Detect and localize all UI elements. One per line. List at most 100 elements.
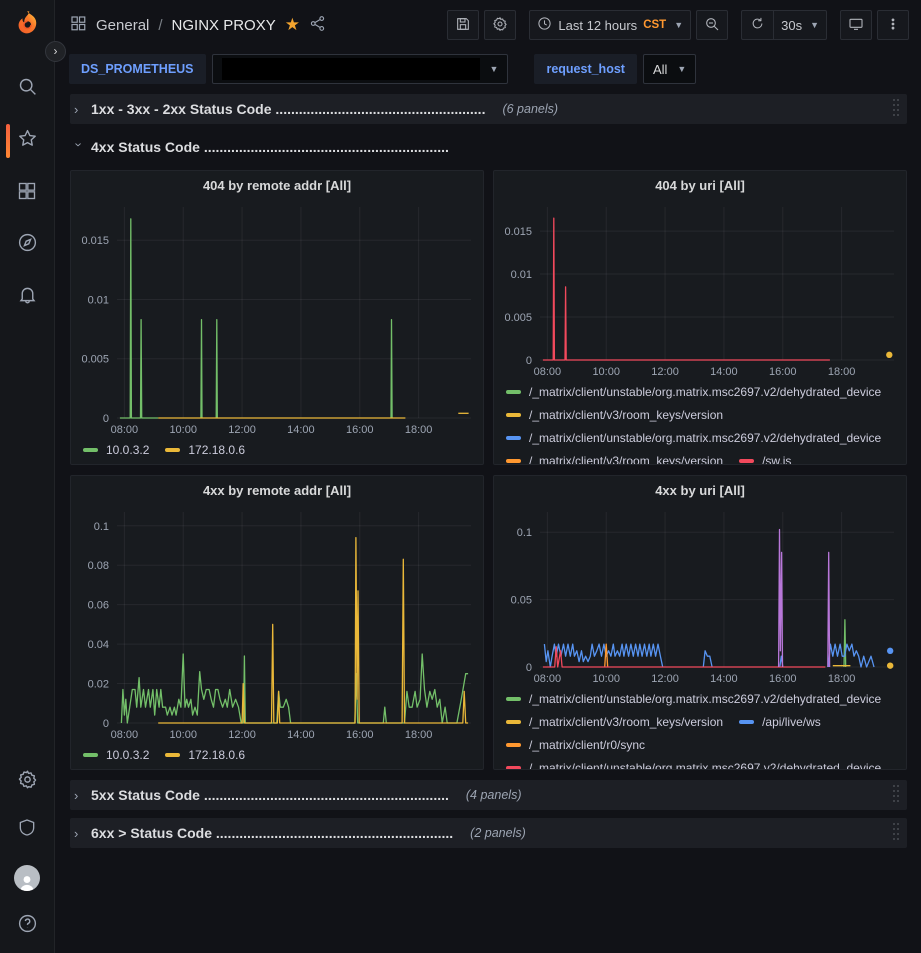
svg-text:0.1: 0.1 — [94, 521, 109, 533]
legend-item[interactable]: /_matrix/client/unstable/org.matrix.msc2… — [506, 428, 881, 448]
legend-series-name: /api/live/ws — [762, 715, 821, 729]
save-button[interactable] — [447, 10, 480, 40]
favorite-star-icon[interactable]: ★ — [284, 15, 300, 34]
svg-text:14:00: 14:00 — [710, 366, 738, 378]
legend-item[interactable]: /_matrix/client/v3/room_keys/version — [506, 405, 723, 425]
clock-icon — [537, 16, 552, 34]
sidebar-item-settings[interactable] — [0, 769, 54, 795]
svg-text:0: 0 — [526, 355, 532, 367]
legend-item[interactable]: /_matrix/client/r0/sync — [506, 735, 645, 755]
legend-series-color — [506, 743, 521, 747]
legend-item[interactable]: /_matrix/client/unstable/org.matrix.msc2… — [506, 758, 881, 769]
dashboards-icon — [17, 181, 37, 206]
sidebar-expand-button[interactable]: › — [45, 41, 66, 62]
legend-series-name: 10.0.3.2 — [106, 748, 150, 762]
grafana-logo[interactable] — [0, 10, 54, 36]
row-header-1xx[interactable]: › 1xx - 3xx - 2xx Status Code ..........… — [70, 94, 907, 124]
row-header-6xx[interactable]: › 6xx > Status Code ....................… — [70, 818, 907, 848]
legend-series-color — [739, 459, 755, 463]
legend-item[interactable]: /_matrix/client/v3/room_keys/version — [506, 451, 723, 464]
sidebar-item-starred[interactable] — [0, 124, 54, 158]
legend-item[interactable]: 10.0.3.2 — [83, 745, 149, 765]
main-area: General / NGINX PROXY ★ Last 12 hours — [55, 0, 921, 953]
request-host-value: All — [652, 61, 668, 77]
variable-label-ds-prometheus[interactable]: DS_PROMETHEUS — [69, 54, 206, 84]
panel-title[interactable]: 4xx by uri [All] — [655, 482, 745, 498]
row-header-5xx[interactable]: › 5xx Status Code ......................… — [70, 780, 907, 810]
sidebar-item-dashboards[interactable] — [0, 180, 54, 206]
variable-value-request-host[interactable]: All ▼ — [642, 54, 697, 84]
row-header-4xx[interactable]: › 4xx Status Code ......................… — [70, 132, 907, 162]
refresh-icon — [750, 16, 765, 34]
panel-title[interactable]: 4xx by remote addr [All] — [202, 482, 352, 498]
row-panel-count: (4 panels) — [465, 788, 522, 802]
legend-series-color — [506, 720, 521, 724]
dashboard-settings-button[interactable] — [484, 10, 517, 40]
panel-row-2: 4xx by remote addr [All] 0 0.02 0.04 0.06 0.… — [70, 475, 907, 770]
legend-series-name: /sw.js — [762, 454, 792, 464]
legend-item[interactable]: /_matrix/client/unstable/org.matrix.msc2… — [506, 382, 881, 402]
row-drag-handle[interactable] — [893, 785, 901, 805]
refresh-button[interactable] — [741, 10, 774, 40]
panel-4xx-by-remote-addr: 4xx by remote addr [All] 0 0.02 0.04 0.06 0.… — [70, 475, 484, 770]
svg-text:0: 0 — [103, 413, 109, 425]
svg-text:0.05: 0.05 — [511, 595, 532, 607]
sidebar-item-alerting[interactable] — [0, 284, 54, 310]
legend-item[interactable]: /_matrix/client/v3/room_keys/version — [506, 712, 723, 732]
time-picker-button[interactable]: Last 12 hours CST ▼ — [529, 10, 692, 40]
sidebar-item-admin[interactable] — [0, 817, 54, 843]
tv-mode-button[interactable] — [840, 10, 872, 40]
chart-404-by-uri[interactable]: 0 0.005 0.01 0.015 08:00 10:00 12:00 14:00 16:00… — [494, 199, 906, 380]
legend-item[interactable]: /_matrix/client/unstable/org.matrix.msc2… — [506, 689, 881, 709]
chart-404-by-remote-addr[interactable]: 0 0.005 0.01 0.015 08:00 10:00 12:00 14:00 16:00… — [71, 199, 483, 438]
dashboard-title[interactable]: NGINX PROXY — [171, 16, 276, 34]
panel-404-by-remote-addr: 404 by remote addr [All] 0 0.005 0.01 0.015… — [70, 170, 484, 465]
legend-series-color — [506, 697, 521, 701]
svg-text:10:00: 10:00 — [169, 424, 197, 436]
legend-series-name: /_matrix/client/unstable/org.matrix.msc2… — [529, 431, 882, 445]
legend-item[interactable]: 10.0.3.2 — [83, 440, 149, 460]
svg-text:18:00: 18:00 — [828, 366, 856, 378]
chart-4xx-by-uri[interactable]: 0 0.05 0.1 08:00 10:00 12:00 14:00 16:00 18:00 — [494, 504, 906, 687]
legend-item[interactable]: /sw.js — [739, 451, 791, 464]
chart-canvas: 0 0.02 0.04 0.06 0.08 0.1 08:00 10:00 12:00 14:00… — [88, 512, 471, 741]
share-icon[interactable] — [309, 15, 326, 36]
row-leader: ........................................… — [275, 101, 486, 117]
sidebar-item-search[interactable] — [0, 76, 54, 102]
star-icon — [17, 128, 38, 154]
variables-bar: DS_PROMETHEUS ▼ request_host All ▼ — [55, 50, 921, 88]
legend-item[interactable]: /api/live/ws — [739, 712, 821, 732]
row-drag-handle[interactable] — [893, 99, 901, 119]
svg-text:0.01: 0.01 — [511, 269, 532, 281]
svg-text:14:00: 14:00 — [287, 424, 315, 436]
svg-text:0.005: 0.005 — [81, 354, 109, 366]
legend-series-name: /_matrix/client/unstable/org.matrix.msc2… — [529, 385, 882, 399]
sidebar-item-explore[interactable] — [0, 232, 54, 258]
dashboard-canvas: › 1xx - 3xx - 2xx Status Code ..........… — [55, 88, 921, 953]
user-avatar[interactable] — [0, 865, 54, 891]
sidebar-item-help[interactable] — [0, 913, 54, 939]
variable-value-ds-prometheus[interactable]: ▼ — [211, 54, 509, 84]
refresh-interval-dropdown[interactable]: 30s ▼ — [773, 10, 827, 40]
more-options-button[interactable] — [877, 10, 909, 40]
breadcrumb-separator: / — [158, 16, 163, 34]
legend-series-name: /_matrix/client/v3/room_keys/version — [529, 454, 724, 464]
svg-text:16:00: 16:00 — [769, 673, 797, 685]
row-drag-handle[interactable] — [893, 823, 901, 843]
svg-text:12:00: 12:00 — [228, 729, 256, 741]
panel-404-by-uri: 404 by uri [All] 0 0.005 0.01 0.015 08:00 10:… — [493, 170, 907, 465]
chart-canvas: 0 0.05 0.1 08:00 10:00 12:00 14:00 16:00 18:00 — [511, 512, 894, 685]
zoom-out-button[interactable] — [696, 10, 729, 40]
chevron-down-icon: ▼ — [489, 64, 499, 74]
legend-series-color — [83, 448, 98, 452]
variable-label-request-host[interactable]: request_host — [534, 54, 637, 84]
breadcrumb-section[interactable]: General — [96, 16, 150, 34]
legend: /_matrix/client/unstable/org.matrix.msc2… — [494, 687, 906, 769]
legend-item[interactable]: 172.18.0.6 — [165, 745, 245, 765]
chart-4xx-by-remote-addr[interactable]: 0 0.02 0.04 0.06 0.08 0.1 08:00 10:00 12:00 14:00… — [71, 504, 483, 743]
panel-title[interactable]: 404 by uri [All] — [655, 177, 745, 193]
svg-text:0.1: 0.1 — [517, 527, 532, 539]
svg-text:08:00: 08:00 — [111, 729, 139, 741]
legend-item[interactable]: 172.18.0.6 — [165, 440, 245, 460]
panel-title[interactable]: 404 by remote addr [All] — [202, 177, 352, 193]
